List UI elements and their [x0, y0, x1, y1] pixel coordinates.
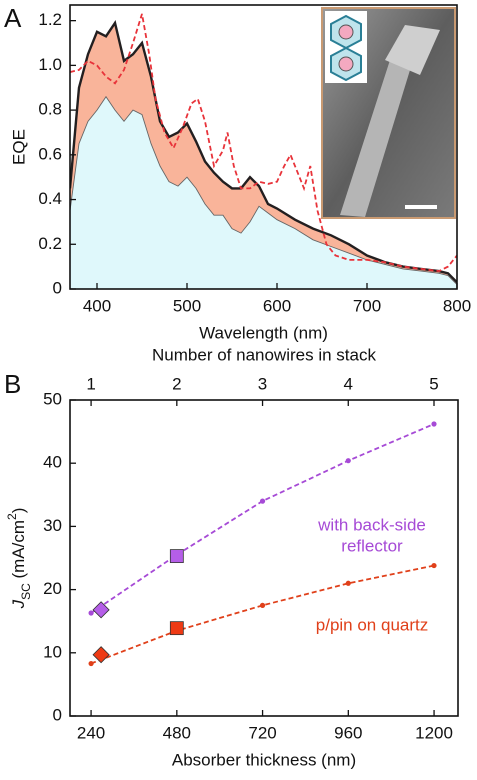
- y-tick-label: 0.2: [38, 234, 62, 253]
- nanowire-tip: [385, 25, 440, 75]
- point: [345, 580, 351, 586]
- annotation: with back-side: [317, 515, 426, 534]
- nanowire: [340, 60, 410, 217]
- inset-image: [321, 7, 456, 219]
- panel: 400 500 600 700 800 0 0.2 0.4 0.6 0.8 1.0 1.2 Wavele…: [4, 3, 471, 343]
- x-tick-label: 720: [248, 723, 276, 742]
- x-tick-label: 800: [443, 296, 471, 315]
- x2-tick-label: 1: [86, 374, 95, 393]
- x-axis-title: Wavelength (nm): [199, 323, 328, 342]
- y-axis-title-part: SC: [19, 583, 33, 600]
- y-tick-label: 50: [43, 389, 62, 408]
- x2-axis-title: Number of nanowires in stack: [152, 345, 376, 364]
- y-tick-label: 0.8: [38, 100, 62, 119]
- square-marker: [169, 621, 184, 636]
- y-tick-label: 10: [43, 642, 62, 661]
- point: [431, 562, 437, 569]
- plot-area: [70, 13, 457, 289]
- x2-tick-label: 4: [344, 374, 353, 393]
- y-tick-label: 0: [53, 705, 62, 724]
- diamond-marker: [92, 646, 110, 664]
- point: [88, 660, 94, 667]
- plot-area: [88, 421, 437, 667]
- point: [259, 602, 266, 609]
- panel-label: B: [4, 369, 21, 399]
- y-axis-title-part: ): [9, 508, 28, 514]
- x2-tick-label: 2: [172, 374, 181, 393]
- x-tick-label: 600: [263, 296, 291, 315]
- x-tick-label: 400: [83, 296, 111, 315]
- x-tick-label: 700: [353, 296, 381, 315]
- point: [88, 610, 94, 616]
- x-tick-label: 960: [334, 723, 362, 742]
- y-tick-label: 1.0: [38, 55, 62, 74]
- y-tick-label: 0.4: [38, 189, 62, 208]
- y-tick-label: 1.2: [38, 10, 62, 29]
- point: [431, 421, 437, 427]
- data-line: [70, 95, 457, 285]
- panel-label: A: [4, 3, 22, 33]
- point: [345, 458, 351, 464]
- trend-line: [90, 564, 435, 665]
- data-line: [70, 19, 457, 284]
- y-axis-title-part: J: [9, 599, 28, 609]
- data-line: [70, 13, 457, 273]
- x-tick-label: 480: [163, 723, 191, 742]
- point: [259, 498, 266, 504]
- x-tick-label: 1200: [415, 723, 453, 742]
- axes-frame: [69, 4, 458, 290]
- y-axis-title: EQE: [9, 129, 28, 165]
- square-marker: [169, 549, 184, 564]
- band-fill: [70, 22, 457, 285]
- x-axis-title: Absorber thickness (nm): [172, 750, 356, 769]
- axes-frame: [69, 399, 459, 717]
- y-tick-label: 0.6: [38, 144, 62, 163]
- x-tick-label: 240: [77, 723, 105, 742]
- x2-tick-label: 3: [258, 374, 267, 393]
- y-axis-title-part: (mA/cm: [9, 520, 28, 583]
- y-tick-label: 20: [43, 579, 62, 598]
- ring: [338, 56, 354, 72]
- ring: [338, 24, 354, 40]
- y-tick-label: 40: [43, 453, 62, 472]
- y-axis-title-part: 2: [5, 513, 19, 520]
- plots: 400 500 600 700 80000.20.40.60.81.01.2Wavele…: [4, 3, 471, 770]
- y-axis-title: JSC (mA/cm2): [5, 508, 33, 610]
- y-tick-label: 0: [53, 278, 62, 297]
- annotation: p/pin on quartz: [316, 615, 428, 634]
- y-tick-label: 30: [43, 516, 62, 535]
- x-tick-label: 500: [173, 296, 201, 315]
- area-fill: [70, 96, 457, 289]
- x2-tick-label: 5: [429, 374, 438, 393]
- annotation: reflector: [341, 536, 403, 555]
- diamond-marker: [92, 601, 110, 619]
